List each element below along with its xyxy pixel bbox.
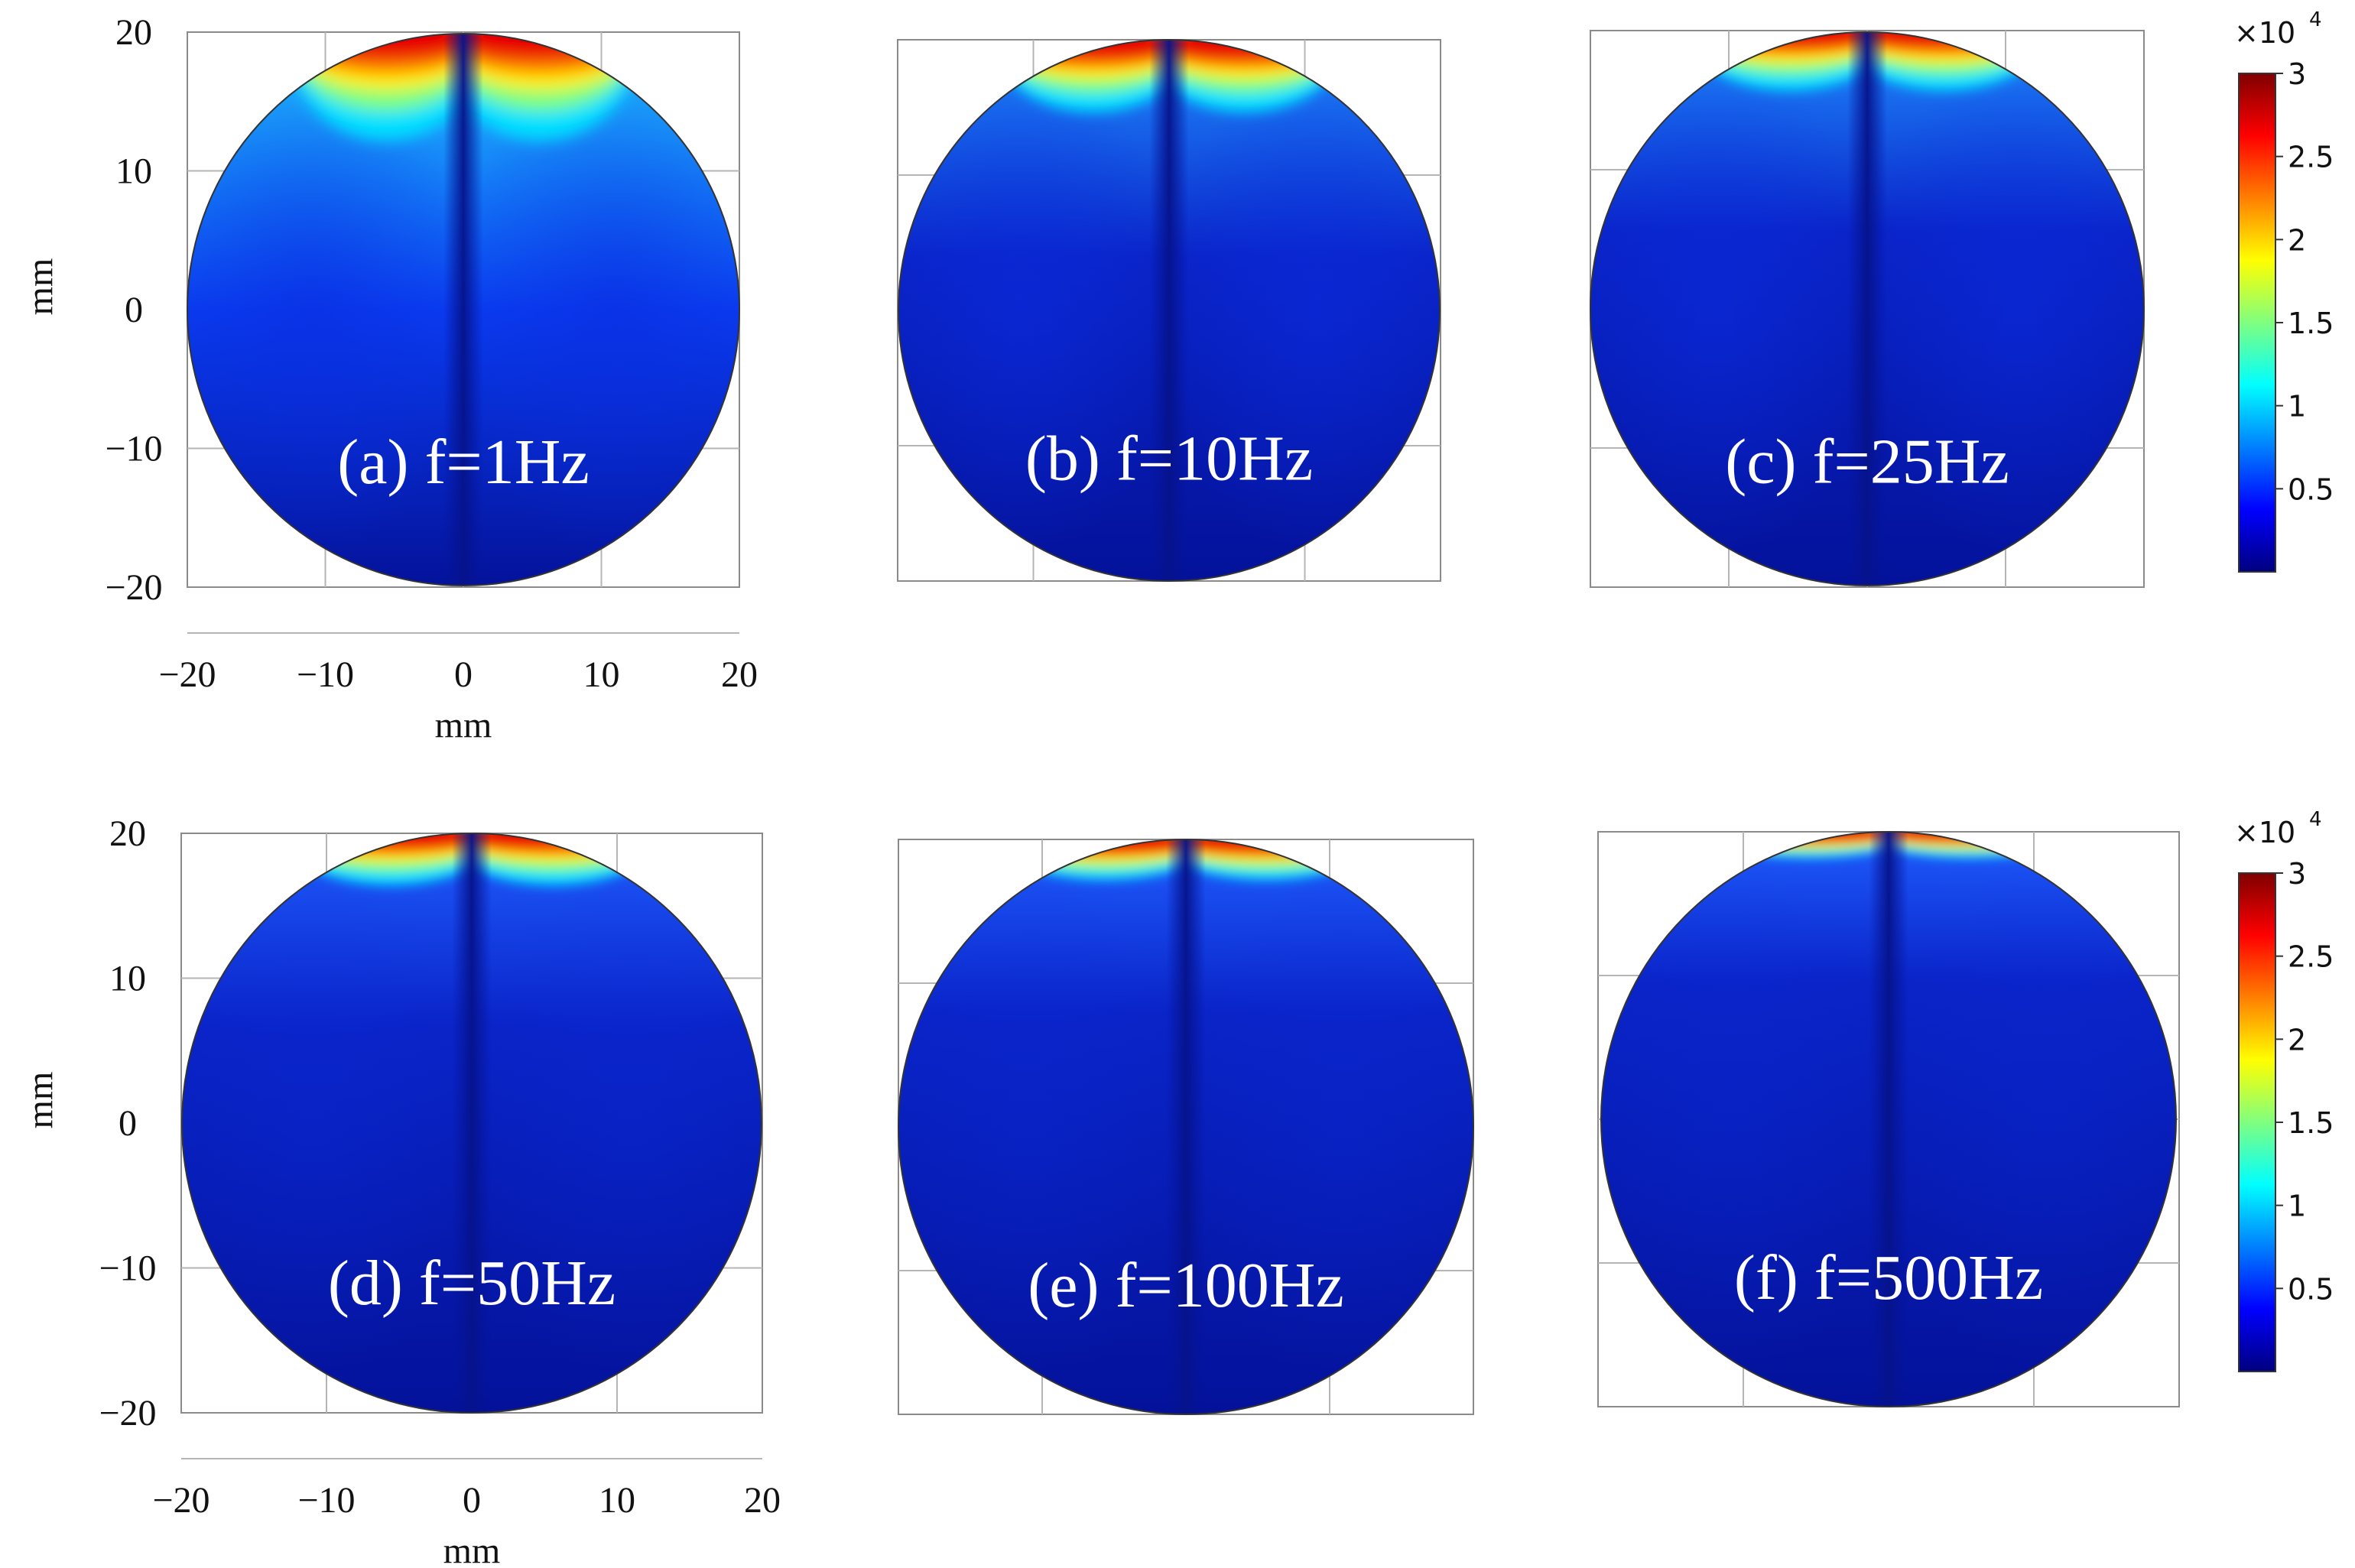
colorbar-tick-label: 0.5 <box>2288 472 2334 506</box>
panel-label: (d) f=50Hz <box>328 1248 616 1319</box>
panel-f: (f) f=500Hz <box>1597 831 2180 1407</box>
colorbar-multiplier: ×10 <box>2234 16 2295 50</box>
domain-outline <box>898 39 1441 582</box>
field-lobe-right <box>449 61 739 558</box>
panel-label: (c) f=25Hz <box>1725 427 2009 498</box>
colorbar-ramp <box>2238 872 2276 1372</box>
y-tick-label: 0 <box>119 1103 137 1144</box>
colorbar-ramp <box>2238 73 2276 573</box>
domain-outline <box>1590 31 2145 586</box>
panel-a: (a) f=1Hz 20 10 0 −10 −20 −20 −10 0 10 20 mm mm <box>20 12 758 745</box>
x-axis-label: mm <box>443 1531 501 1568</box>
y-tick-label: 20 <box>109 813 146 854</box>
y-axis-label: mm <box>20 1072 60 1129</box>
field-lobe-right <box>1171 868 1473 1386</box>
field-lobe-right <box>1853 60 2144 558</box>
domain-outline <box>187 33 740 586</box>
centre-channel <box>1149 40 1189 581</box>
x-tick-label: 20 <box>721 654 758 695</box>
centre-channel <box>452 833 492 1413</box>
panel-label: (b) f=10Hz <box>1025 423 1313 494</box>
field-lobe-left <box>1590 60 1882 558</box>
field-lobe-right <box>1155 67 1440 554</box>
colorbar-exponent: 4 <box>2309 808 2322 831</box>
domain-outline <box>181 833 762 1414</box>
colorbar-tick-label: 3 <box>2288 857 2306 891</box>
x-tick-label: 10 <box>599 1480 635 1521</box>
field-map <box>182 833 762 1413</box>
colorbar-exponent: 4 <box>2309 8 2322 31</box>
colorbar-tick-label: 2.5 <box>2288 141 2334 174</box>
domain-outline <box>898 839 1474 1415</box>
field-map <box>187 34 739 586</box>
panel-c: (c) f=25Hz <box>1590 30 2145 588</box>
colorbar-multiplier: ×10 <box>2234 816 2295 849</box>
y-tick-label: 10 <box>109 959 146 999</box>
colorbar-tick-label: 1.5 <box>2288 1106 2334 1140</box>
field-lobe-right <box>1874 860 2176 1378</box>
panel-label: (f) f=500Hz <box>1734 1242 2043 1313</box>
x-tick-label: 0 <box>454 654 473 695</box>
y-tick-label: −10 <box>99 1248 156 1289</box>
colorbar-tick-label: 3 <box>2288 57 2306 91</box>
field-lobe-left <box>898 868 1200 1386</box>
colorbar-tick-label: 1 <box>2288 390 2306 424</box>
centre-channel <box>1869 832 1908 1407</box>
field-lobe-left <box>898 67 1183 554</box>
field-map <box>1590 32 2144 586</box>
colorbar-tick-label: 2.5 <box>2288 940 2334 974</box>
y-tick-label: −20 <box>99 1393 156 1433</box>
colorbar-tick-label: 2 <box>2288 223 2306 257</box>
centre-channel <box>443 34 483 586</box>
colorbar-tick-label: 1 <box>2288 1190 2306 1223</box>
x-tick-label: 10 <box>583 654 620 695</box>
x-tick-label: −20 <box>158 654 216 695</box>
x-axis-label: mm <box>435 705 492 745</box>
y-tick-label: −20 <box>105 567 162 608</box>
colorbar-tick-label: 2 <box>2288 1023 2306 1057</box>
x-tick-label: 0 <box>463 1480 481 1521</box>
panel-label: (e) f=100Hz <box>1028 1250 1344 1321</box>
y-tick-label: 20 <box>115 12 152 53</box>
colorbar-2: 3 2.5 2 1.5 1 0.5 ×10 4 <box>2234 808 2334 1372</box>
y-tick-label: 10 <box>115 151 152 192</box>
y-axis-label: mm <box>20 258 60 316</box>
colorbar-tick-label: 1.5 <box>2288 307 2334 340</box>
x-tick-label: −10 <box>297 1480 355 1521</box>
field-lobe-left <box>1601 860 1903 1378</box>
field-lobe-right <box>457 862 762 1385</box>
y-tick-label: −10 <box>105 429 162 469</box>
panel-b: (b) f=10Hz <box>897 39 1441 582</box>
field-map <box>898 839 1473 1414</box>
panel-e: (e) f=100Hz <box>898 839 1474 1415</box>
panel-d: (d) f=50Hz 20 10 0 −10 −20 −20 −10 0 10 20 mm mm <box>20 813 781 1568</box>
y-tick-label: 0 <box>125 290 143 330</box>
centre-channel <box>1847 32 1887 586</box>
field-lobe-left <box>182 862 486 1385</box>
panel-label: (a) f=1Hz <box>337 427 590 498</box>
x-tick-label: −20 <box>152 1480 210 1521</box>
x-tick-label: −10 <box>297 654 354 695</box>
x-tick-label: 20 <box>744 1480 781 1521</box>
colorbar-tick-label: 0.5 <box>2288 1272 2334 1306</box>
centre-channel <box>1166 839 1206 1414</box>
field-lobe-left <box>187 61 478 558</box>
colorbar-1: 3 2.5 2 1.5 1 0.5 ×10 4 <box>2234 8 2334 573</box>
field-map <box>1601 832 2176 1407</box>
domain-outline <box>1600 831 2177 1407</box>
